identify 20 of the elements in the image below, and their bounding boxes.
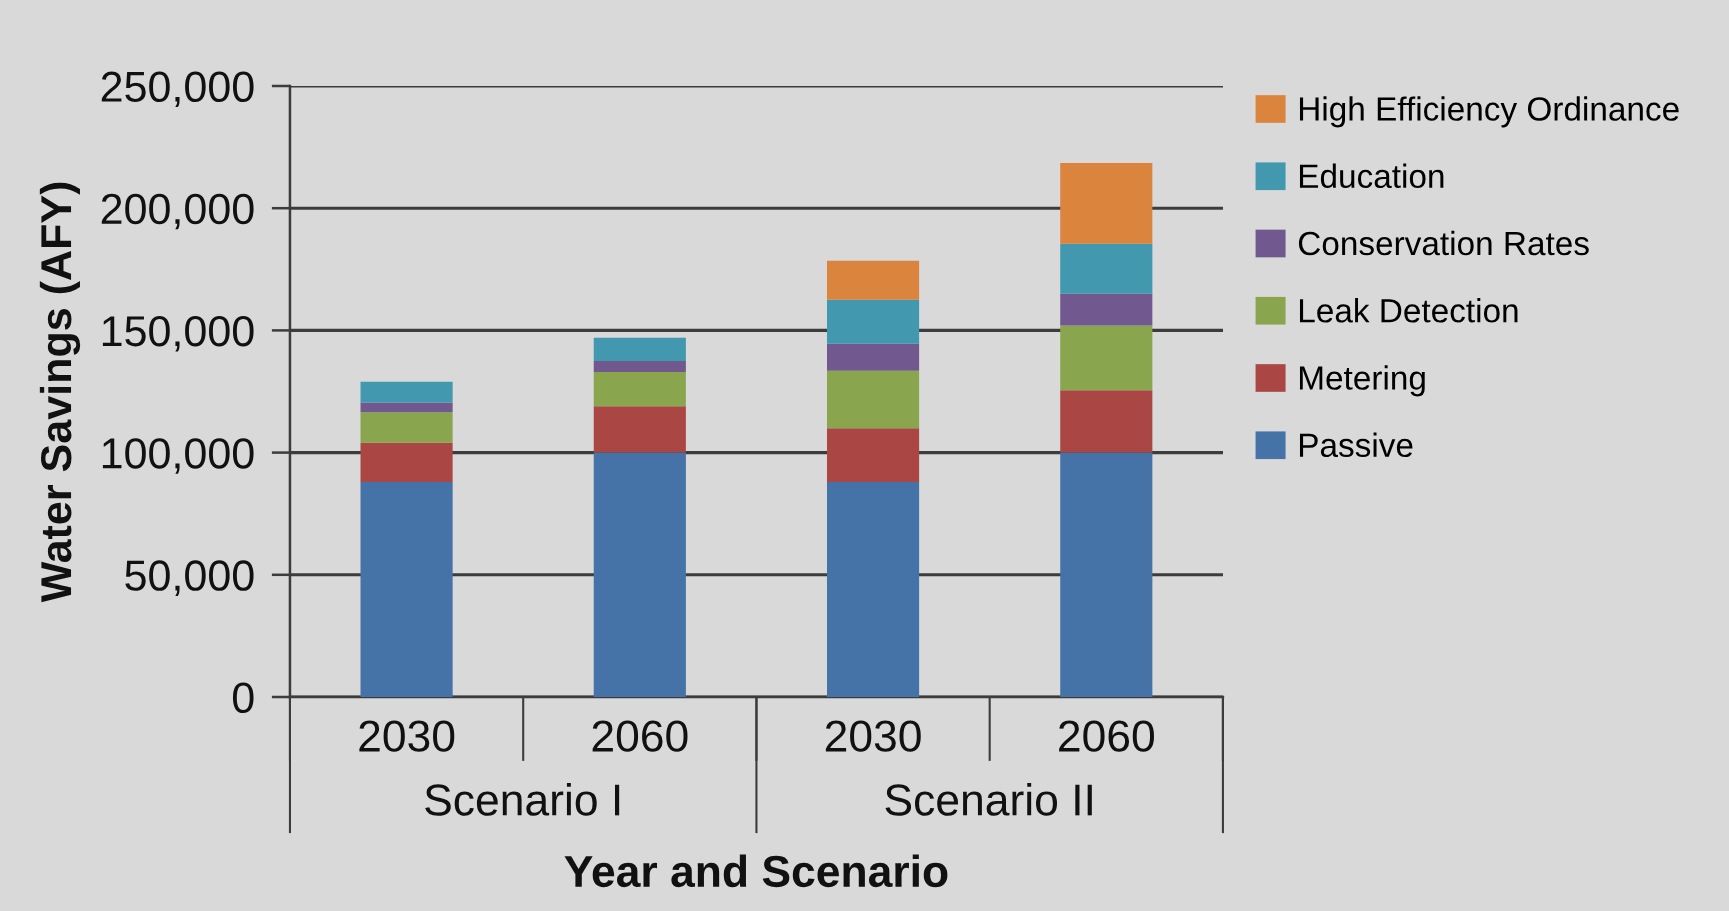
- y-tick-label: 100,000: [102, 438, 254, 474]
- x-tick-label: 2060: [592, 720, 688, 752]
- x-axis-title: Year and Scenario: [564, 854, 948, 888]
- y-tick-label: 50,000: [125, 560, 254, 596]
- text: Scenario I: [425, 783, 620, 816]
- y-tick-label: 0: [232, 682, 254, 714]
- legend-label: Leak Detection: [1299, 298, 1518, 323]
- legend-label: High Efficiency Ordinance: [1299, 96, 1679, 128]
- y-axis-title: Water Savings (AFY): [39, 182, 81, 603]
- y-tick-label: 250,000: [101, 71, 254, 108]
- x-tick-label: 2030: [825, 720, 921, 752]
- legend-label: Education: [1299, 163, 1444, 189]
- x-tick-label: 2060: [1059, 720, 1154, 752]
- y-tick-label: 150,000: [102, 315, 254, 352]
- text: Scenario II: [885, 783, 1092, 816]
- legend-label: Metering: [1299, 365, 1425, 397]
- y-tick-label: 200,000: [101, 193, 254, 230]
- legend-label: Passive: [1299, 432, 1413, 458]
- x-tick-label: 2030: [359, 720, 455, 752]
- legend-label: Conservation Rates: [1298, 230, 1589, 256]
